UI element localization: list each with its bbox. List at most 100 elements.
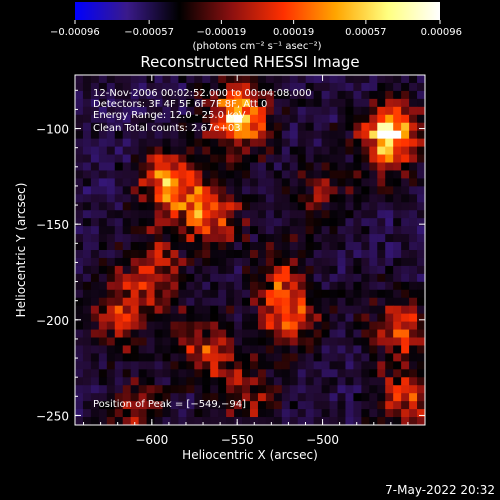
heatmap-cell (138, 106, 148, 116)
heatmap-cell (98, 90, 108, 100)
heatmap-cell (226, 361, 235, 370)
heatmap-cell (130, 401, 140, 410)
heatmap-cell (75, 162, 84, 172)
heatmap-cell (146, 353, 156, 362)
heatmap-cell (265, 417, 275, 425)
heatmap-cell (90, 313, 100, 323)
heatmap-cell (122, 305, 132, 315)
heatmap-cell (353, 154, 362, 164)
heatmap-cell (178, 194, 187, 203)
heatmap-cell (321, 98, 331, 108)
heatmap-cell (234, 154, 243, 164)
heatmap-cell (186, 242, 195, 251)
heatmap-cell (90, 122, 100, 132)
heatmap-cell (329, 417, 339, 425)
heatmap-cell (321, 226, 331, 235)
heatmap-cell (401, 281, 410, 291)
heatmap-cell (242, 234, 251, 243)
heatmap-cell (146, 178, 156, 187)
heatmap-cell (417, 170, 425, 180)
heatmap-cell (186, 250, 195, 259)
heatmap-cell (273, 82, 283, 92)
heatmap-cell (154, 377, 164, 386)
heatmap-cell (178, 146, 187, 156)
heatmap-cell (242, 393, 251, 402)
heatmap-cell (409, 321, 418, 331)
heatmap-cell (361, 377, 370, 386)
heatmap-cell (130, 393, 140, 402)
heatmap-cell (321, 106, 331, 116)
heatmap-cell (146, 250, 156, 259)
heatmap-cell (417, 345, 425, 355)
heatmap-cell (75, 202, 84, 211)
heatmap-cell (377, 417, 386, 425)
heatmap-cell (393, 226, 402, 235)
heatmap-cell (345, 305, 355, 315)
heatmap-cell (130, 234, 140, 243)
heatmap-cell (154, 409, 164, 418)
heatmap-cell (273, 178, 283, 187)
heatmap-cell (202, 186, 211, 195)
heatmap-cell (242, 297, 251, 307)
heatmap-cell (313, 289, 323, 299)
heatmap-cell (361, 170, 370, 180)
heatmap-cell (194, 265, 203, 275)
heatmap-cell (98, 369, 108, 378)
heatmap-cell (162, 162, 172, 172)
heatmap-cell (369, 385, 378, 394)
heatmap-cell (409, 273, 418, 283)
heatmap-cell (417, 313, 425, 323)
heatmap-cell (210, 226, 219, 235)
heatmap-cell (210, 345, 219, 355)
heatmap-cell (90, 345, 100, 355)
heatmap-cell (250, 202, 259, 211)
heatmap-cell (377, 305, 386, 315)
heatmap-cell (361, 234, 370, 243)
heatmap-cell (345, 345, 355, 355)
heatmap-cell (273, 305, 283, 315)
heatmap-cell (98, 234, 108, 243)
heatmap-cell (130, 242, 140, 251)
heatmap-cell (281, 345, 291, 355)
heatmap-cell (297, 297, 307, 307)
heatmap-cell (178, 90, 187, 100)
heatmap-cell (393, 178, 402, 187)
heatmap-cell (337, 345, 347, 355)
heatmap-cell (146, 122, 156, 132)
heatmap-cell (409, 186, 418, 195)
heatmap-cell (75, 234, 84, 243)
heatmap-cell (377, 242, 386, 251)
heatmap-cell (257, 313, 267, 323)
heatmap-cell (138, 242, 148, 251)
heatmap-cell (337, 106, 347, 116)
heatmap-cell (385, 393, 394, 402)
heatmap-cell (154, 202, 164, 211)
heatmap-cell (194, 385, 203, 394)
heatmap-cell (138, 114, 148, 124)
heatmap-cell (75, 401, 84, 410)
heatmap-cell (138, 273, 148, 283)
heatmap-cell (130, 106, 140, 116)
heatmap-cell (250, 385, 259, 394)
heatmap-cell (305, 218, 315, 227)
heatmap-cell (218, 130, 227, 140)
heatmap-cell (202, 417, 211, 425)
heatmap-cell (218, 401, 227, 410)
heatmap-cell (250, 250, 259, 259)
heatmap-cell (305, 178, 315, 187)
heatmap-cell (122, 82, 132, 92)
heatmap-cell (218, 369, 227, 378)
heatmap-cell (417, 178, 425, 187)
heatmap-cell (82, 122, 92, 132)
heatmap-cell (297, 106, 307, 116)
heatmap-cell (218, 146, 227, 156)
heatmap-cell (337, 281, 347, 291)
heatmap-cell (154, 226, 164, 235)
heatmap-cell (273, 273, 283, 283)
heatmap-cell (90, 242, 100, 251)
heatmap-cell (138, 146, 148, 156)
heatmap-cell (98, 417, 108, 425)
heatmap-cell (345, 82, 355, 92)
heatmap-cell (130, 122, 140, 132)
heatmap-cell (257, 75, 267, 84)
